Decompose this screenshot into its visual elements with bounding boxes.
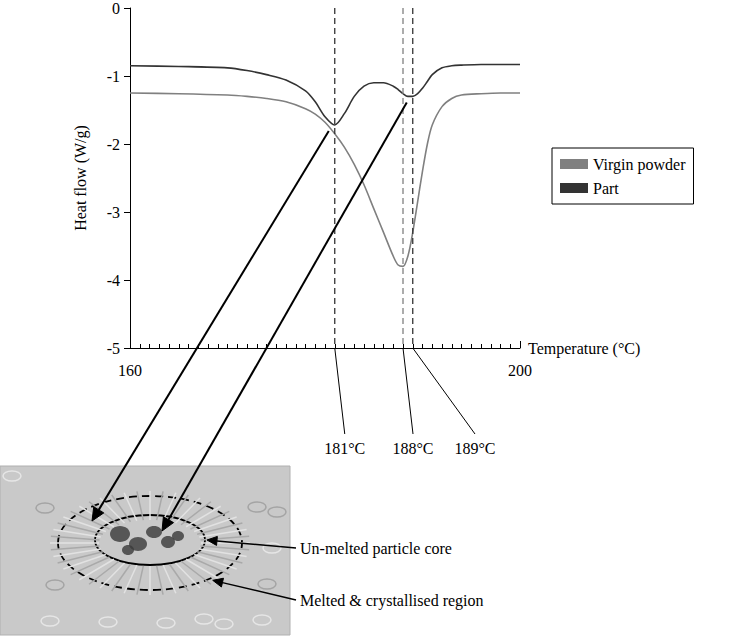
svg-text:-3: -3 <box>107 204 120 221</box>
svg-text:Un-melted particle core: Un-melted particle core <box>300 540 452 558</box>
svg-text:Melted & crystallised region: Melted & crystallised region <box>300 592 484 610</box>
svg-text:160: 160 <box>118 362 142 379</box>
svg-text:Heat flow (W/g): Heat flow (W/g) <box>72 125 90 231</box>
svg-text:-5: -5 <box>107 340 120 357</box>
svg-text:-2: -2 <box>107 136 120 153</box>
svg-text:200: 200 <box>508 362 532 379</box>
svg-text:Part: Part <box>593 180 619 197</box>
svg-text:181°C: 181°C <box>324 440 365 457</box>
svg-text:189°C: 189°C <box>454 440 495 457</box>
svg-text:Virgin powder: Virgin powder <box>593 156 686 174</box>
svg-text:188°C: 188°C <box>392 440 433 457</box>
svg-text:-1: -1 <box>107 68 120 85</box>
svg-text:-4: -4 <box>107 272 120 289</box>
svg-text:0: 0 <box>112 0 120 17</box>
svg-text:Temperature (°C): Temperature (°C) <box>528 340 640 358</box>
